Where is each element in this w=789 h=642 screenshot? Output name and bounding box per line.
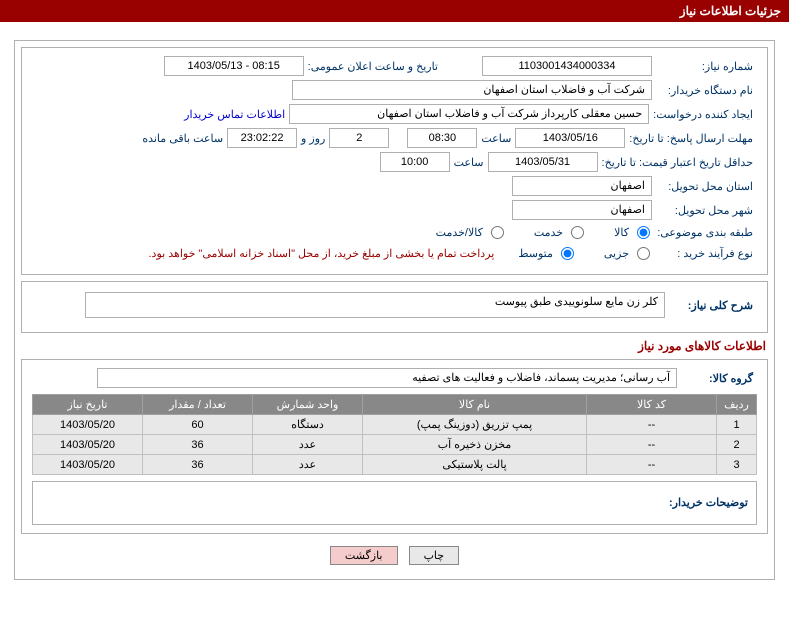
table-cell: دستگاه xyxy=(253,415,363,435)
goods-group-label: گروه کالا: xyxy=(677,370,757,387)
validity-date-field: 1403/05/31 xyxy=(488,152,598,172)
city-field: اصفهان xyxy=(512,200,652,220)
table-row: 1--پمپ تزریق (دوزینگ پمپ)دستگاه601403/05… xyxy=(33,415,757,435)
radio-partial[interactable] xyxy=(637,247,650,260)
need-desc-field: کلر زن مایع سلونوییدی طبق پیوست xyxy=(85,292,665,318)
need-number-field: 1103001434000334 xyxy=(482,56,652,76)
table-cell: 36 xyxy=(143,435,253,455)
announce-field: 1403/05/13 - 08:15 xyxy=(164,56,304,76)
button-bar: چاپ بازگشت xyxy=(21,540,768,575)
radio-kala-label: کالا xyxy=(612,226,631,239)
requester-label: ایجاد کننده درخواست: xyxy=(649,106,757,123)
process-radio-group: جزیی متوسط xyxy=(516,247,652,260)
buying-org-label: نام دستگاه خریدار: xyxy=(652,82,757,99)
table-cell: 1403/05/20 xyxy=(33,455,143,475)
table-cell: 3 xyxy=(717,455,757,475)
validity-time-label: ساعت xyxy=(450,154,488,171)
table-cell: 36 xyxy=(143,455,253,475)
table-cell: عدد xyxy=(253,455,363,475)
countdown-field: 23:02:22 xyxy=(227,128,297,148)
category-radio-group: کالا خدمت کالا/خدمت xyxy=(434,226,652,239)
table-cell: پالت پلاستیکی xyxy=(363,455,587,475)
buyer-notes-box: توضیحات خریدار: xyxy=(32,481,757,525)
requester-field: حسین معقلی کارپرداز شرکت آب و فاضلاب است… xyxy=(289,104,649,124)
table-cell: 1 xyxy=(717,415,757,435)
th-code: کد کالا xyxy=(587,395,717,415)
page-title: جزئیات اطلاعات نیاز xyxy=(680,4,781,18)
deadline-label: مهلت ارسال پاسخ: تا تاریخ: xyxy=(625,130,757,147)
th-row: ردیف xyxy=(717,395,757,415)
table-cell: مخزن ذخیره آب xyxy=(363,435,587,455)
radio-partial-label: جزیی xyxy=(602,247,631,260)
back-button[interactable]: بازگشت xyxy=(330,546,398,565)
table-cell: 2 xyxy=(717,435,757,455)
radio-khedmat[interactable] xyxy=(571,226,584,239)
radio-medium[interactable] xyxy=(561,247,574,260)
goods-group-field: آب رسانی؛ مدیریت پسماند، فاضلاب و فعالیت… xyxy=(97,368,677,388)
table-cell: 1403/05/20 xyxy=(33,435,143,455)
main-panel: شماره نیاز: 1103001434000334 تاریخ و ساع… xyxy=(14,40,775,580)
th-name: نام کالا xyxy=(363,395,587,415)
radio-khedmat-label: خدمت xyxy=(532,226,565,239)
deadline-time-field: 08:30 xyxy=(407,128,477,148)
category-label: طبقه بندی موضوعی: xyxy=(652,224,757,241)
form-panel: شماره نیاز: 1103001434000334 تاریخ و ساع… xyxy=(21,47,768,275)
table-row: 3--پالت پلاستیکیعدد361403/05/20 xyxy=(33,455,757,475)
buying-org-field: شرکت آب و فاضلاب استان اصفهان xyxy=(292,80,652,100)
print-button[interactable]: چاپ xyxy=(409,546,460,565)
th-unit: واحد شمارش xyxy=(253,395,363,415)
deadline-time-label: ساعت xyxy=(477,130,515,147)
th-qty: تعداد / مقدار xyxy=(143,395,253,415)
days-word-label: روز و xyxy=(297,130,329,147)
goods-section-title: اطلاعات کالاهای مورد نیاز xyxy=(23,339,766,353)
table-cell: پمپ تزریق (دوزینگ پمپ) xyxy=(363,415,587,435)
deadline-date-field: 1403/05/16 xyxy=(515,128,625,148)
table-cell: 60 xyxy=(143,415,253,435)
table-row: 2--مخزن ذخیره آبعدد361403/05/20 xyxy=(33,435,757,455)
radio-kala[interactable] xyxy=(637,226,650,239)
days-remaining-field: 2 xyxy=(329,128,389,148)
process-label: نوع فرآیند خرید : xyxy=(652,245,757,262)
radio-kala-khedmat-label: کالا/خدمت xyxy=(434,226,485,239)
remaining-label: ساعت باقی مانده xyxy=(138,130,227,147)
province-label: استان محل تحویل: xyxy=(652,178,757,195)
table-cell: -- xyxy=(587,455,717,475)
validity-label: حداقل تاریخ اعتبار قیمت: تا تاریخ: xyxy=(598,154,757,171)
goods-table: ردیف کد کالا نام کالا واحد شمارش تعداد /… xyxy=(32,394,757,475)
city-label: شهر محل تحویل: xyxy=(652,202,757,219)
payment-note: پرداخت تمام یا بخشی از مبلغ خرید، از محل… xyxy=(145,245,499,262)
table-cell: عدد xyxy=(253,435,363,455)
need-desc-label: شرح کلی نیاز: xyxy=(665,297,757,314)
table-cell: 1403/05/20 xyxy=(33,415,143,435)
radio-medium-label: متوسط xyxy=(516,247,555,260)
validity-time-field: 10:00 xyxy=(380,152,450,172)
province-field: اصفهان xyxy=(512,176,652,196)
goods-panel: گروه کالا: آب رسانی؛ مدیریت پسماند، فاضل… xyxy=(21,359,768,534)
contact-buyer-link[interactable]: اطلاعات تماس خریدار xyxy=(180,106,289,123)
need-desc-panel: شرح کلی نیاز: کلر زن مایع سلونوییدی طبق … xyxy=(21,281,768,333)
announce-label: تاریخ و ساعت اعلان عمومی: xyxy=(304,58,442,75)
table-cell: -- xyxy=(587,415,717,435)
radio-kala-khedmat[interactable] xyxy=(491,226,504,239)
page-header: جزئیات اطلاعات نیاز xyxy=(0,0,789,22)
th-date: تاریخ نیاز xyxy=(33,395,143,415)
table-cell: -- xyxy=(587,435,717,455)
need-number-label: شماره نیاز: xyxy=(652,58,757,75)
buyer-notes-label: توضیحات خریدار: xyxy=(669,497,748,509)
